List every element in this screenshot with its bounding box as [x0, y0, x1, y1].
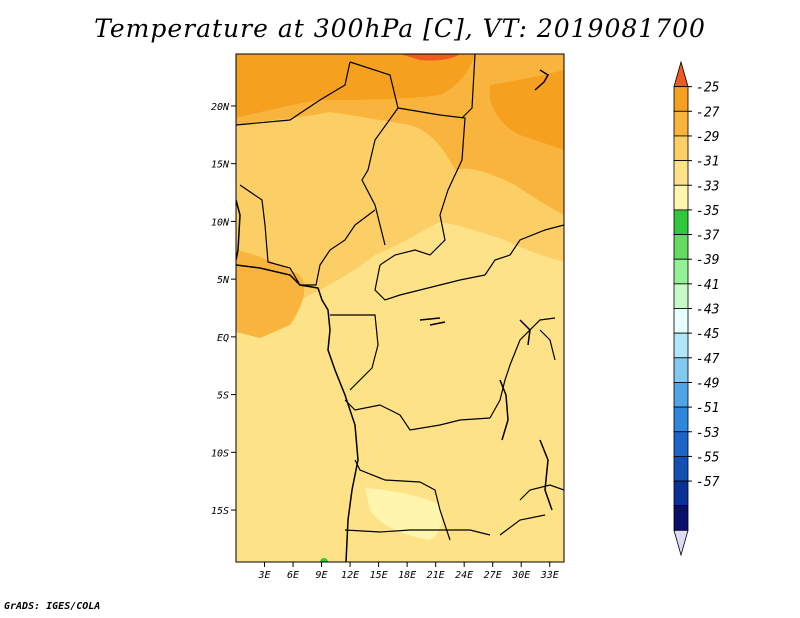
colorbar-label: -37 — [696, 229, 720, 244]
colorbar-segment — [673, 209, 689, 235]
colorbar-label: -25 — [696, 81, 720, 96]
longitude-axis: 3E 6E 9E 12E 15E 18E 21E 24E 27E 30E 33E — [257, 562, 559, 581]
grads-credit: GrADS: IGES/COLA — [4, 601, 101, 612]
colorbar-segment — [673, 135, 689, 161]
chart-title: Temperature at 300hPa [C], VT: 201908170… — [94, 14, 706, 43]
map-frame — [235, 53, 565, 563]
lon-tick-label: 18E — [398, 570, 416, 581]
lat-tick-label: 15S — [211, 506, 229, 517]
colorbar-label: -57 — [696, 475, 720, 490]
colorbar-label: -55 — [696, 450, 720, 465]
lon-tick-label: 12E — [341, 570, 359, 581]
colorbar-segment — [673, 86, 689, 112]
lat-tick-label: 10S — [211, 448, 229, 459]
country-borders — [236, 54, 564, 541]
lon-tick-label: 27E — [484, 570, 502, 581]
colorbar-label: -35 — [696, 204, 720, 219]
temperature-field — [236, 54, 564, 562]
colorbar-segment — [673, 357, 689, 383]
colorbar-segment — [673, 455, 689, 482]
colorbar-label: -41 — [696, 278, 719, 293]
lon-tick-label: 30E — [511, 570, 530, 581]
colorbar-label: -31 — [696, 155, 719, 170]
colorbar-segment — [673, 406, 689, 433]
colorbar-label: -51 — [696, 401, 719, 416]
lat-tick-label: 15N — [211, 160, 230, 171]
lon-tick-label: 15E — [370, 570, 388, 581]
colorbar-segment — [673, 110, 689, 137]
lon-tick-label: 21E — [427, 570, 445, 581]
colorbar-segment — [673, 160, 689, 186]
colorbar-segment — [673, 480, 689, 507]
colorbar-label: -39 — [696, 253, 719, 268]
lat-tick-label: EQ — [217, 333, 229, 344]
lon-tick-label: 6E — [287, 570, 299, 581]
latitude-axis: 20N 15N 10N 5N EQ 5S 10S 15S — [211, 102, 236, 517]
colorbar-bottom-arrow — [673, 529, 689, 557]
lon-tick-label: 24E — [455, 570, 473, 581]
colorbar-label: -49 — [696, 376, 719, 391]
colorbar-segment — [673, 431, 689, 457]
colorbar-label: -33 — [696, 179, 719, 194]
colorbar-label: -27 — [696, 105, 720, 120]
colorbar-top-arrow — [673, 60, 689, 88]
colorbar: -25 -27 -29 -31 -33 -35 -37 -39 -41 -43 -45 -47 -49 -… — [673, 60, 720, 557]
coastline — [236, 69, 553, 562]
lat-tick-label: 5N — [217, 275, 230, 286]
lon-tick-label: 3E — [257, 570, 270, 581]
colorbar-segment — [673, 332, 689, 359]
colorbar-segment — [673, 382, 689, 408]
lat-tick-label: 20N — [211, 102, 230, 113]
colorbar-segment — [673, 505, 689, 531]
colorbar-segment — [673, 258, 689, 285]
lat-tick-label: 10N — [211, 217, 230, 228]
colorbar-label: -43 — [696, 303, 719, 318]
colorbar-label: -45 — [696, 327, 720, 342]
lon-tick-label: 9E — [316, 570, 328, 581]
colorbar-label: -47 — [696, 352, 720, 367]
colorbar-segment — [673, 234, 689, 260]
colorbar-segment — [673, 184, 689, 211]
colorbar-segment — [673, 283, 689, 309]
colorbar-label: -29 — [696, 130, 719, 145]
colorbar-segment — [673, 308, 689, 334]
lat-tick-label: 5S — [217, 391, 229, 402]
lon-tick-label: 33E — [540, 570, 559, 581]
colorbar-label: -53 — [696, 426, 719, 441]
